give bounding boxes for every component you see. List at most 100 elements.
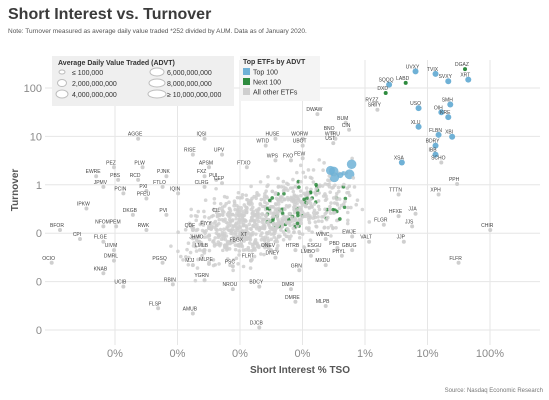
advt-legend-title: Average Daily Value Traded (ADVT): [58, 60, 175, 67]
background-point: [236, 208, 240, 213]
point-xbi: [449, 133, 456, 140]
point-phyl: [339, 253, 344, 258]
point-label: RYZZ: [365, 97, 378, 103]
background-point: [247, 222, 252, 227]
point-rcd: [136, 177, 141, 182]
point-label: SCHO: [431, 155, 446, 161]
background-point: [227, 224, 231, 228]
point-ust: [331, 141, 336, 146]
background-point: [238, 212, 243, 217]
point-iqsi: [202, 136, 207, 141]
point-onev: [268, 248, 273, 253]
background-point: [271, 227, 276, 231]
background-point: [245, 230, 250, 235]
point-label: MLPB: [316, 299, 330, 305]
point-wtid: [263, 143, 268, 148]
background-point: [183, 227, 188, 232]
background-point: [332, 201, 337, 205]
point-label: JPMV: [94, 180, 108, 186]
background-point: [253, 239, 257, 244]
point-label: WTID: [256, 139, 269, 145]
point-flsp: [156, 306, 161, 311]
background-point: [234, 221, 239, 225]
background-point: [346, 205, 350, 210]
background-point: [317, 158, 322, 162]
background-point: [335, 197, 339, 202]
background-point: [296, 213, 300, 218]
background-point: [308, 190, 313, 194]
point-ftlo: [160, 184, 165, 189]
point-flge: [101, 239, 106, 244]
point-label: PSC: [225, 259, 236, 265]
background-point: [302, 191, 306, 196]
point-label: IPKW: [77, 201, 90, 207]
point-clrg: [202, 184, 207, 189]
background-point: [313, 191, 318, 196]
point-iqin: [176, 191, 181, 196]
background-point: [254, 196, 258, 201]
point-label: WINC: [316, 232, 330, 238]
point-label: WTRU: [325, 132, 340, 138]
point-uvxy: [412, 68, 419, 75]
background-point: [260, 212, 264, 217]
advt-size-swatch: [148, 78, 166, 88]
point-label: PFEU: [137, 192, 151, 198]
background-point: [258, 180, 263, 184]
background-point: [331, 211, 336, 215]
background-point: [254, 232, 258, 236]
background-point: [255, 217, 259, 221]
background-point: [192, 235, 197, 240]
point-label: PGSQ: [152, 256, 167, 262]
background-point: [265, 244, 269, 248]
background-point: [287, 236, 292, 241]
background-point: [235, 203, 239, 208]
background-point: [278, 209, 282, 213]
background-point: [219, 237, 224, 242]
background-point: [299, 179, 303, 184]
background-point: [217, 206, 222, 211]
background-point: [350, 156, 354, 161]
point-lmlb: [202, 248, 207, 253]
point-label: XSA: [394, 155, 405, 161]
background-point: [271, 205, 275, 209]
point-rwk: [144, 228, 149, 233]
point-dmri: [288, 287, 293, 292]
background-point: [304, 226, 309, 230]
background-point: [200, 219, 205, 224]
background-point: [195, 227, 200, 232]
background-point: [237, 216, 242, 221]
background-point: [308, 175, 313, 180]
background-point: [329, 223, 334, 228]
background-point: [214, 186, 218, 191]
point-ygrn: [202, 278, 207, 283]
point-dxd: [383, 91, 388, 96]
point-fxz: [202, 174, 207, 179]
advt-size-swatch: [149, 67, 165, 77]
x-tick-label: 0%: [170, 348, 186, 360]
point-label: PUI: [209, 173, 217, 179]
point-pbd: [335, 245, 340, 250]
background-point: [237, 222, 241, 227]
point-label: FLFR: [449, 256, 462, 262]
background-point: [297, 185, 301, 189]
background-point: [215, 223, 219, 227]
background-point: [202, 235, 207, 240]
background-point: [225, 212, 230, 217]
background-point: [277, 206, 281, 210]
point-dney: [273, 255, 278, 260]
background-point: [327, 174, 332, 178]
point-pxi: [144, 189, 149, 194]
background-point: [227, 200, 231, 204]
background-point: [193, 213, 198, 218]
background-point: [193, 278, 198, 283]
background-point: [242, 203, 247, 207]
background-point: [320, 219, 324, 224]
background-point: [265, 236, 270, 240]
y-tick-label: 0: [36, 228, 42, 240]
background-point: [220, 212, 225, 217]
background-point: [301, 170, 306, 175]
point-label: UVXY: [406, 64, 420, 70]
background-point: [218, 227, 223, 232]
point-label: ESGU: [307, 243, 322, 249]
